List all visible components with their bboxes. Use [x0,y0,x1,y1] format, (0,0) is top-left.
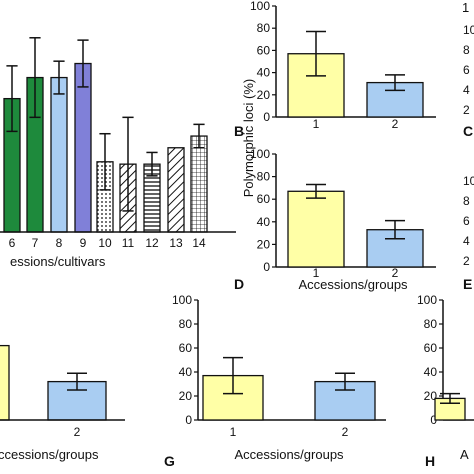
panel-g-xlabel: Accessions/groups [234,447,344,462]
panel-a-error-bar [193,123,205,149]
panel-g-letter: G [164,453,175,469]
panel-a-bar [50,76,68,233]
edge-tick-label: 6 [463,214,470,228]
edge-tick-label: 8 [463,194,470,208]
panel-a-error-bar [29,37,41,119]
panel-d-xlabel: Accessions/groups [298,277,408,292]
panel-h-error-bar [440,392,460,404]
panel-b-xtick-label: 1 [313,117,320,131]
panel-g-xtick-label: 1 [230,425,237,439]
panel-g-error-bar [335,372,355,391]
shared-ylabel: Polymorphic loci (%) [241,79,256,197]
panel-b-ytick-label: 100 [250,0,270,13]
panel-a-xtick-label: 12 [145,236,159,250]
edge-tick-label: 2 [463,254,470,268]
panel-h-letter: H [425,453,435,469]
panel-d-ytick-label: 0 [263,260,270,274]
edge-tick-label: 8 [463,43,470,57]
panel-d-xtick-label: 2 [392,266,399,280]
panel-g-ytick-label: 80 [179,317,193,331]
panel-g-xtick-label: 2 [342,425,349,439]
edge-tick-label: 4 [463,234,470,248]
panel-a-xtick-label: 8 [56,236,63,250]
panel-c-letter: C [463,123,473,139]
panel-d-letter: D [234,276,244,292]
edge-tick-label: 6 [463,63,470,77]
panel-d-error-bar [385,219,405,240]
panel-h-ytick-label: 0 [430,413,437,427]
panel-h-ytick-label: 40 [424,365,438,379]
panel-b-ytick-label: 60 [257,43,271,57]
panel-a-xtick-label: 13 [169,236,183,250]
panel-f-xtick-label: 2 [74,425,81,439]
panel-a-bar [167,147,185,233]
panel-d-ytick-label: 80 [257,170,271,184]
edge-tick-label: 2 [463,103,470,117]
edge-tick-label: 4 [463,83,470,97]
panel-d-xtick-label: 1 [313,266,320,280]
panel-a-xlabel: essions/cultivars [10,254,106,269]
panel-d-ytick-label: 60 [257,192,271,206]
panel-e-letter: E [463,276,472,292]
panel-g: 0 20 40 60 80 100 1 2 G Accessions/groups [164,293,386,469]
panel-g-ytick-label: 60 [179,341,193,355]
panel-a-error-bar [99,132,111,191]
panel-d-bar [287,190,345,268]
panel-d-error-bar [306,183,326,199]
panel-h-ytick-label: 100 [417,293,437,307]
panel-g-error-bar [223,356,243,395]
panel-b-ytick-label: 20 [257,88,271,102]
panel-b-letter: B [234,123,244,139]
panel-a-xtick-label: 7 [32,236,39,250]
panel-a-xtick-label: 6 [9,236,16,250]
panel-h-xlabel-fragment: A [460,447,469,462]
panel-b-ytick-label: 80 [257,21,271,35]
panel-b-ytick-label: 40 [257,66,271,80]
edge-tick-label: 10 [463,23,474,37]
panel-g-ytick-label: 0 [185,413,192,427]
panel-d-ytick-label: 100 [250,147,270,161]
panel-a-error-bar [53,60,65,95]
panel-h-partial: 0 20 40 60 80 100 H A [417,293,474,469]
panel-f-error-bar [67,372,87,391]
panel-a-error-bar [122,116,134,212]
panel-h-ytick-label: 20 [424,389,438,403]
panel-f-xlabel: ccessions/groups [0,447,99,462]
panel-a-cultivars: 6 7 8 9 10 11 12 13 14 essions/cultivars [0,37,236,269]
panel-h-ytick-label: 60 [424,341,438,355]
panel-a-xtick-label: 14 [192,236,206,250]
panel-a-error-bar [6,65,18,133]
panel-f-bar [0,344,10,421]
panel-a-bar [74,62,92,233]
edge-top-char: 1 [462,0,469,15]
panel-d: 0 20 40 60 80 100 1 2 D Accessions/groups [234,147,436,292]
panel-a-bar [190,135,208,233]
panel-g-ytick-label: 20 [179,389,193,403]
panel-e-edge: 10 8 6 4 2 E [463,174,474,292]
panel-b-ytick-label: 0 [263,110,270,124]
panel-a-xtick-label: 10 [98,236,112,250]
panel-c-edge: 1 10 8 6 4 2 C [462,0,474,139]
edge-tick-label: 10 [463,174,474,188]
panel-d-ytick-label: 20 [257,237,271,251]
panel-b-error-bar [306,30,326,77]
panel-b-error-bar [385,74,405,92]
panel-a-error-bar [146,151,158,177]
panel-a-xtick-label: 9 [80,236,87,250]
panel-h-ytick-label: 80 [424,317,438,331]
panel-f-partial: 2 ccessions/groups [0,344,125,462]
panel-d-ytick-label: 40 [257,215,271,229]
panel-a-error-bar [77,39,89,88]
panel-a-xtick-label: 11 [122,236,135,250]
panel-b-xtick-label: 2 [392,117,399,131]
panel-g-ytick-label: 100 [172,293,192,307]
panel-g-ytick-label: 40 [179,365,193,379]
panel-b: 0 20 40 60 80 100 1 2 B [234,0,436,139]
